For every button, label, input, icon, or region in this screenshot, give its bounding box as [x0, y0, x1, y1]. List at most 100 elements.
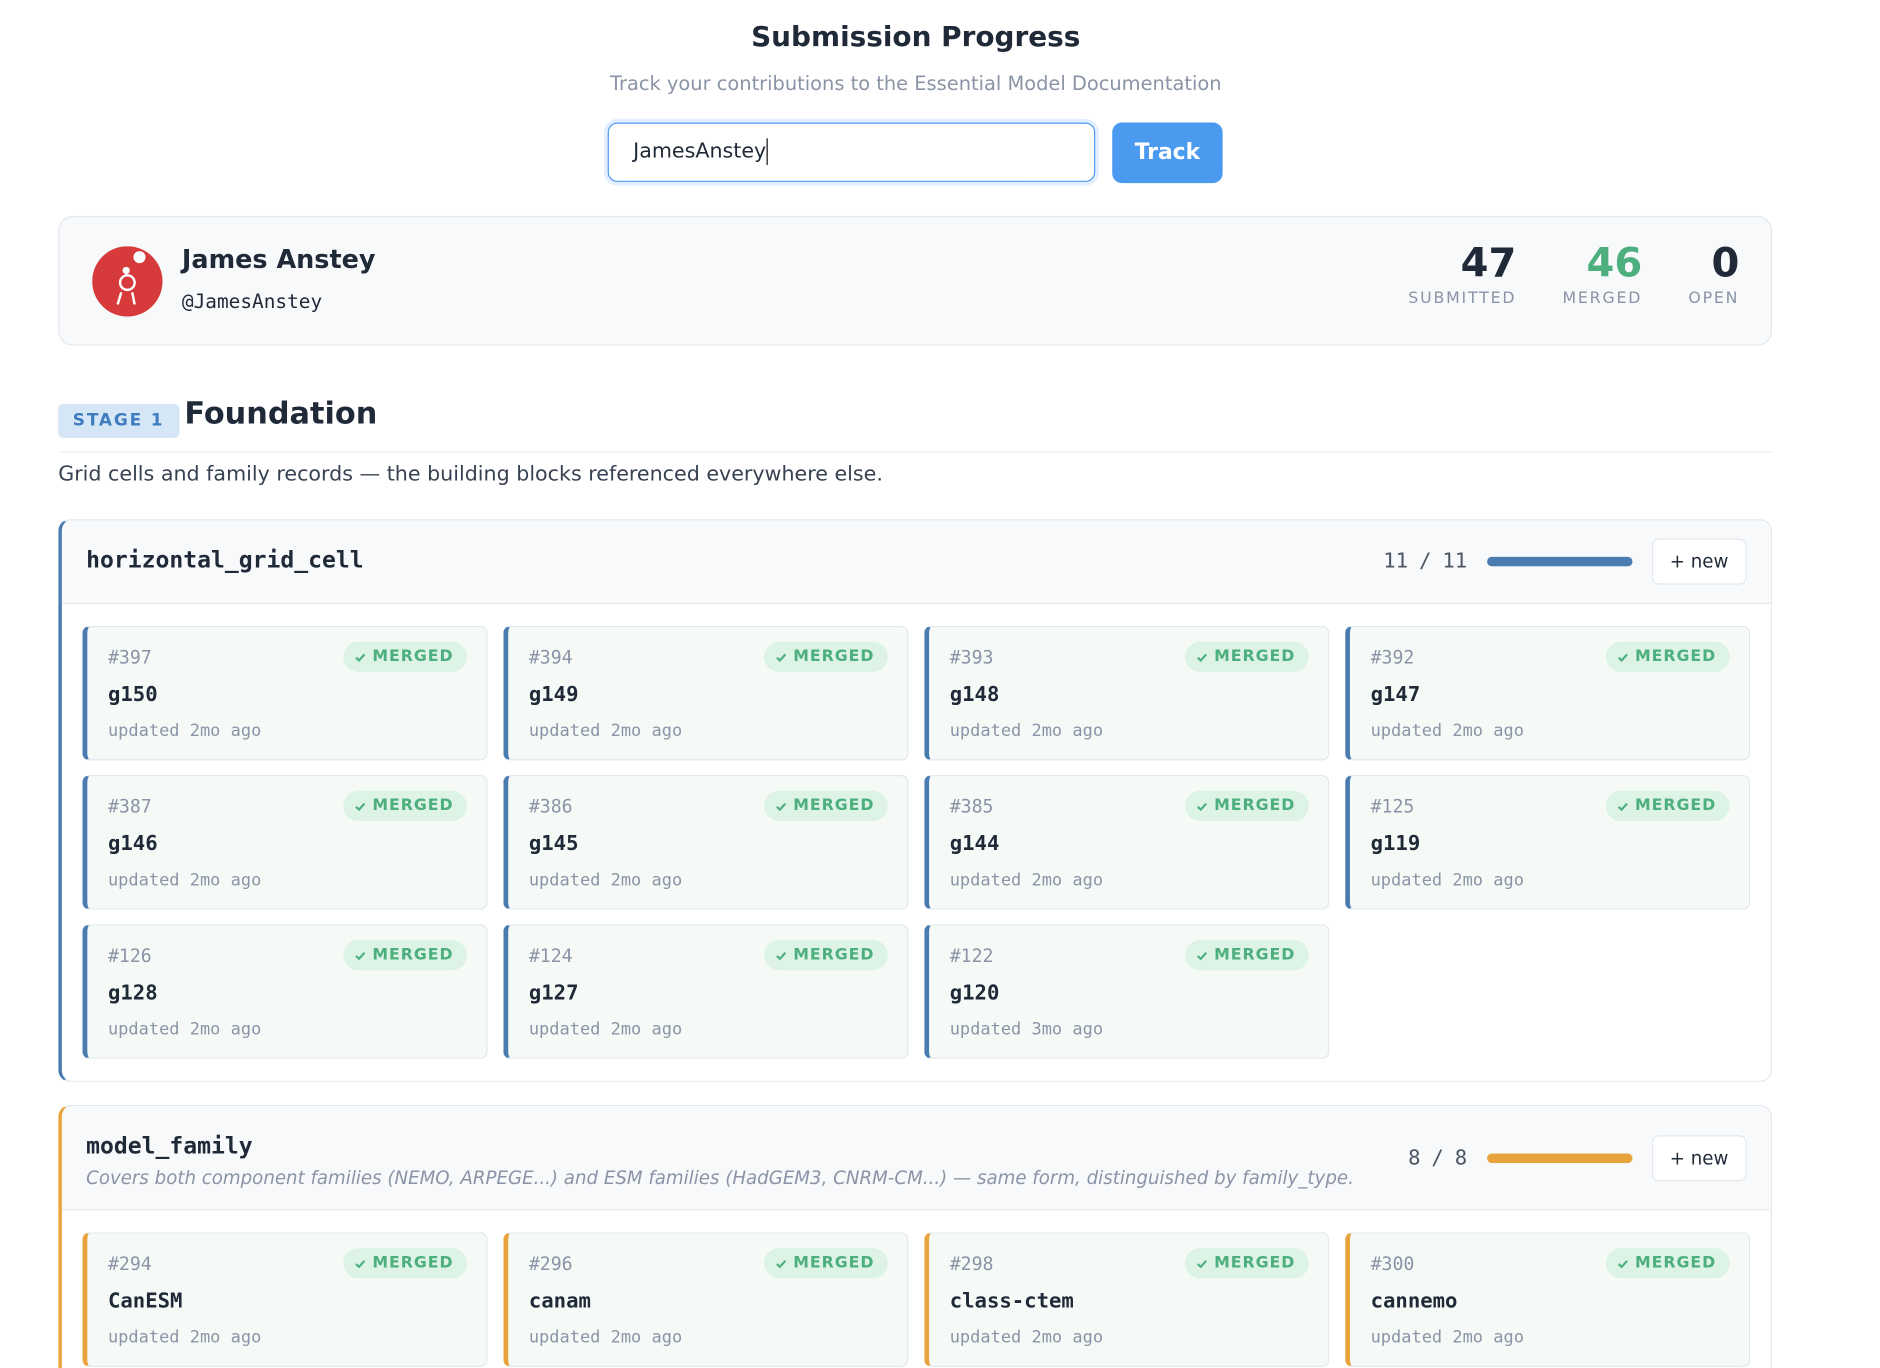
pr-card[interactable]: #296 MERGED canam updated 2mo ago: [503, 1232, 909, 1367]
progress-total: 11: [1442, 549, 1468, 574]
pr-name: g128: [107, 981, 158, 1006]
pr-updated: updated 2mo ago: [949, 721, 1104, 742]
status-text: MERGED: [793, 1254, 875, 1273]
progress-total: 8: [1454, 1145, 1468, 1170]
stat: 47 SUBMITTED: [1408, 239, 1516, 308]
pr-number: #125: [1370, 795, 1415, 818]
card-grid: #397 MERGED g150 updated 2mo ago #394 MERGED g…: [62, 604, 1771, 1081]
pr-card[interactable]: #122 MERGED g120 updated 3mo ago: [924, 924, 1330, 1059]
check-icon: [1617, 653, 1628, 662]
pr-number: #300: [1370, 1252, 1415, 1275]
pr-number: #397: [107, 646, 152, 669]
pr-card[interactable]: #126 MERGED g128 updated 2mo ago: [82, 924, 488, 1059]
pr-updated: updated 2mo ago: [1370, 1328, 1524, 1348]
input-text: JamesAnstey: [633, 139, 767, 164]
pr-number: #124: [528, 944, 573, 967]
profile-name: James Anstey: [181, 245, 376, 275]
check-icon: [776, 1259, 787, 1268]
pr-name: g119: [1370, 832, 1421, 857]
pr-name: canam: [528, 1289, 591, 1314]
group: model_family Covers both component famili…: [58, 1104, 1773, 1368]
pr-name: cannemo: [1370, 1289, 1458, 1314]
progress-separator: /: [1431, 1145, 1444, 1170]
stage-badge: STAGE 1: [58, 403, 179, 438]
pr-name: g144: [949, 832, 1000, 857]
status-text: MERGED: [793, 946, 875, 965]
pr-card[interactable]: #387 MERGED g146 updated 2mo ago: [82, 775, 488, 910]
track-button[interactable]: Track: [1112, 122, 1223, 184]
status-text: MERGED: [1214, 647, 1296, 666]
progress-bar: [1486, 1152, 1633, 1163]
pr-card[interactable]: #298 MERGED class-ctem updated 2mo ago: [924, 1232, 1330, 1367]
stat: 0 OPEN: [1688, 239, 1739, 308]
username-input[interactable]: JamesAnstey: [607, 122, 1096, 182]
pr-name: g150: [107, 682, 158, 708]
pr-updated: updated 2mo ago: [107, 1020, 262, 1040]
status-badge: MERGED: [1185, 1248, 1309, 1279]
stage-title: Foundation: [184, 395, 378, 431]
pr-card[interactable]: #125 MERGED g119 updated 2mo ago: [1345, 775, 1751, 910]
progress-text: 8 / 8: [1408, 1146, 1467, 1170]
status-text: MERGED: [1214, 796, 1296, 816]
pr-name: g127: [528, 981, 579, 1006]
status-badge: MERGED: [764, 790, 888, 822]
pr-card[interactable]: #397 MERGED g150 updated 2mo ago: [82, 625, 488, 761]
pr-name: class-ctem: [949, 1289, 1074, 1314]
pr-number: #386: [528, 795, 573, 818]
new-button[interactable]: + new: [1651, 538, 1747, 585]
pr-name: g145: [528, 832, 579, 857]
card-grid: #294 MERGED CanESM updated 2mo ago #296 MERGE…: [62, 1210, 1771, 1368]
pr-name: g148: [949, 682, 1000, 708]
page-subtitle: Track your contributions to the Essentia…: [609, 71, 1222, 95]
check-icon: [1617, 802, 1628, 811]
pr-name: CanESM: [107, 1289, 183, 1314]
status-badge: MERGED: [1605, 1248, 1730, 1279]
pr-card[interactable]: #124 MERGED g127 updated 2mo ago: [503, 924, 909, 1059]
group-controls: 8 / 8 + new: [1408, 1106, 1747, 1209]
status-text: MERGED: [372, 946, 454, 965]
pr-card[interactable]: #393 MERGED g148 updated 2mo ago: [924, 625, 1330, 761]
check-icon: [1197, 1259, 1208, 1268]
stat-value: 46: [1586, 238, 1643, 287]
pr-number: #296: [528, 1252, 573, 1275]
pr-card[interactable]: #394 MERGED g149 updated 2mo ago: [503, 625, 909, 761]
group-name: horizontal_grid_cell: [86, 547, 364, 574]
pr-number: #394: [528, 646, 573, 669]
pr-name: g149: [528, 682, 579, 708]
status-badge: MERGED: [764, 641, 888, 672]
status-text: MERGED: [372, 647, 454, 666]
pr-updated: updated 2mo ago: [528, 870, 683, 891]
status-badge: MERGED: [1185, 790, 1309, 822]
new-button[interactable]: + new: [1651, 1134, 1747, 1181]
pr-card[interactable]: #385 MERGED g144 updated 2mo ago: [924, 775, 1330, 910]
pr-card[interactable]: #386 MERGED g145 updated 2mo ago: [503, 775, 909, 910]
profile-handle: @JamesAnstey: [181, 289, 323, 313]
stats: 47 SUBMITTED 46 MERGED 0 OPEN: [1408, 239, 1739, 308]
stat: 46 MERGED: [1562, 239, 1642, 308]
pr-card[interactable]: #294 MERGED CanESM updated 2mo ago: [82, 1232, 488, 1367]
pr-number: #393: [949, 646, 994, 669]
group-controls: 11 / 11 + new: [1383, 520, 1747, 602]
check-icon: [355, 802, 366, 811]
check-icon: [355, 951, 366, 960]
status-badge: MERGED: [343, 641, 467, 672]
progress-fill: [1486, 556, 1633, 567]
status-text: MERGED: [1214, 1254, 1296, 1273]
pr-updated: updated 2mo ago: [949, 870, 1104, 891]
stat-value: 47: [1460, 238, 1517, 287]
check-icon: [776, 951, 787, 960]
pr-number: #385: [949, 795, 994, 818]
status-badge: MERGED: [764, 1248, 888, 1279]
pr-card[interactable]: #300 MERGED cannemo updated 2mo ago: [1345, 1232, 1751, 1367]
pr-name: g146: [107, 832, 158, 857]
pr-number: #122: [949, 944, 994, 967]
status-text: MERGED: [372, 796, 454, 816]
pr-number: #392: [1370, 646, 1415, 669]
status-badge: MERGED: [343, 939, 467, 971]
status-badge: MERGED: [764, 939, 888, 971]
status-text: MERGED: [1635, 796, 1717, 816]
stat-label: SUBMITTED: [1408, 289, 1517, 309]
pr-card[interactable]: #392 MERGED g147 updated 2mo ago: [1345, 625, 1751, 761]
avatar: [92, 246, 163, 317]
